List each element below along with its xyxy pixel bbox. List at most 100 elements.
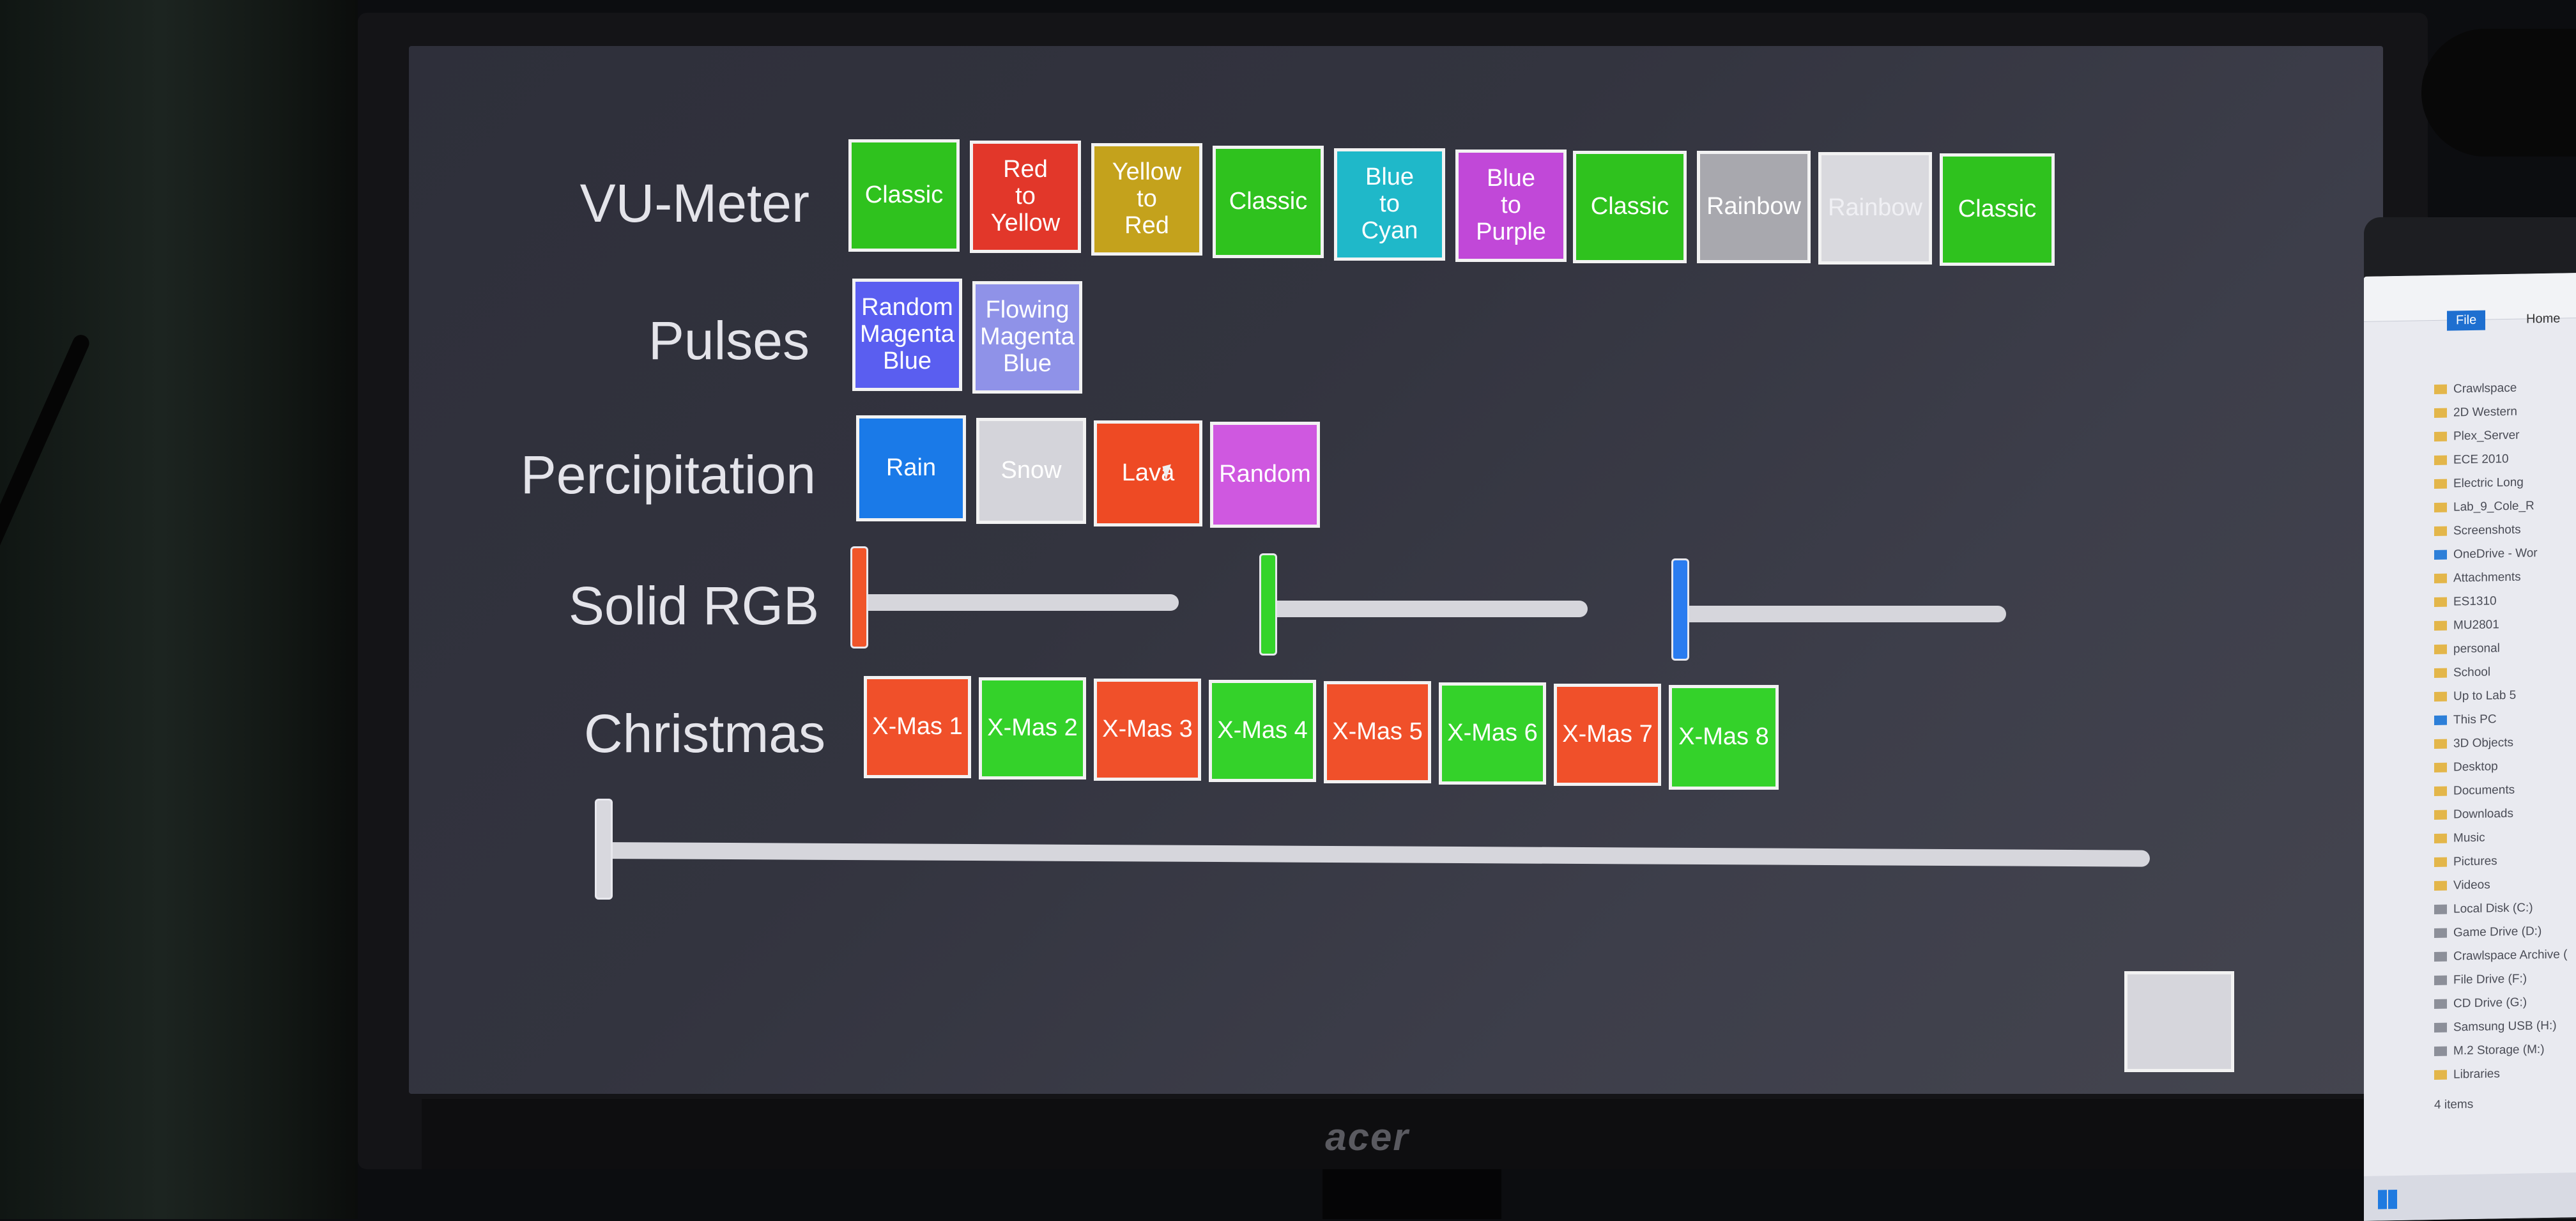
explorer-tab-home[interactable]: Home — [2526, 311, 2561, 326]
explorer-nav-item[interactable]: Game Drive (D:) — [2434, 919, 2576, 945]
blue-slider-track[interactable] — [1680, 606, 2006, 622]
explorer-nav-label: Attachments — [2453, 570, 2521, 585]
percip-tile-random[interactable]: Random — [1210, 422, 1320, 528]
folder-icon — [2434, 455, 2447, 465]
explorer-nav-item[interactable]: Up to Lab 5 — [2434, 682, 2576, 709]
computer-icon — [2434, 715, 2447, 725]
vu-tile-blue-to-cyan[interactable]: Blue to Cyan — [1334, 148, 1445, 261]
explorer-nav-item[interactable]: Downloads — [2434, 801, 2576, 827]
explorer-nav-item[interactable]: personal — [2434, 635, 2576, 661]
explorer-nav-item[interactable]: Lab_9_Cole_R — [2434, 493, 2576, 519]
explorer-nav-item[interactable]: Pictures — [2434, 848, 2576, 874]
explorer-nav-item[interactable]: Local Disk (C:) — [2434, 895, 2576, 921]
vu-tile-classic-2[interactable]: Classic — [1213, 146, 1324, 258]
download-icon — [2434, 810, 2447, 820]
explorer-nav-item[interactable]: OneDrive - Wor — [2434, 541, 2576, 567]
folder-icon — [2434, 1070, 2447, 1080]
explorer-nav-label: Downloads — [2453, 806, 2513, 822]
explorer-nav-item[interactable]: Plex_Server — [2434, 422, 2576, 449]
green-slider-track[interactable] — [1268, 601, 1588, 617]
vu-tile-yellow-to-red[interactable]: Yellow to Red — [1091, 143, 1202, 256]
explorer-status-count: 4 items — [2434, 1097, 2474, 1112]
explorer-nav-label: Samsung USB (H:) — [2453, 1018, 2557, 1034]
tile-label: Rainbow — [1828, 194, 1922, 222]
explorer-nav-item[interactable]: Documents — [2434, 777, 2576, 803]
vu-tile-classic-4[interactable]: Classic — [1940, 153, 2055, 266]
explorer-nav-label: Plex_Server — [2453, 428, 2520, 443]
explorer-nav-item[interactable]: Music — [2434, 824, 2576, 850]
tile-label: Classic — [1590, 193, 1669, 220]
explorer-nav-item[interactable]: File Drive (F:) — [2434, 966, 2576, 992]
explorer-nav-item[interactable]: Samsung USB (H:) — [2434, 1013, 2576, 1040]
explorer-nav-item[interactable]: Crawlspace — [2434, 375, 2576, 401]
vu-tile-rainbow-1[interactable]: Rainbow — [1697, 151, 1811, 263]
tile-label: Rainbow — [1706, 193, 1801, 220]
tile-label: X-Mas 3 — [1102, 716, 1193, 743]
pulses-tile-flowing-magenta-blue[interactable]: Flowing Magenta Blue — [972, 281, 1082, 394]
percip-tile-snow[interactable]: Snow — [976, 418, 1086, 524]
explorer-nav-item[interactable]: 3D Objects — [2434, 730, 2576, 756]
label-vu-meter: VU-Meter — [579, 173, 809, 233]
explorer-nav-item[interactable]: This PC — [2434, 706, 2576, 732]
explorer-nav-item[interactable]: Crawlspace Archive ( — [2434, 942, 2576, 969]
pulses-tile-random-magenta-blue[interactable]: Random Magenta Blue — [852, 279, 962, 391]
percip-tile-rain[interactable]: Rain — [856, 415, 966, 521]
cloud-icon — [2434, 549, 2447, 560]
green-slider-knob[interactable] — [1259, 553, 1277, 656]
background-glass — [0, 0, 358, 1219]
explorer-nav-label: Libraries — [2453, 1067, 2500, 1082]
explorer-tab-file[interactable]: File — [2447, 310, 2486, 331]
explorer-nav-item[interactable]: Desktop — [2434, 753, 2576, 779]
square-button[interactable] — [2124, 971, 2234, 1072]
windows-start-icon[interactable] — [2378, 1189, 2397, 1209]
explorer-nav-item[interactable]: Electric Long — [2434, 470, 2576, 496]
red-slider-track[interactable] — [859, 594, 1179, 611]
explorer-nav-item[interactable]: MU2801 — [2434, 611, 2576, 638]
xmas-tile-7[interactable]: X-Mas 7 — [1554, 684, 1661, 786]
monitor-stand — [1322, 1169, 1501, 1219]
xmas-tile-5[interactable]: X-Mas 5 — [1324, 681, 1431, 783]
vu-tile-blue-to-purple[interactable]: Blue to Purple — [1455, 150, 1567, 262]
xmas-tile-4[interactable]: X-Mas 4 — [1209, 680, 1316, 782]
xmas-tile-1[interactable]: X-Mas 1 — [864, 676, 971, 778]
vu-tile-classic-3[interactable]: Classic — [1573, 151, 1687, 263]
explorer-nav-item[interactable]: 2D Western — [2434, 399, 2576, 425]
explorer-nav-item[interactable]: Libraries — [2434, 1061, 2576, 1087]
folder-icon — [2434, 786, 2447, 796]
webcam — [2421, 29, 2576, 157]
explorer-nav-item[interactable]: CD Drive (G:) — [2434, 990, 2576, 1016]
explorer-nav-item[interactable]: ES1310 — [2434, 588, 2576, 614]
explorer-nav-label: OneDrive - Wor — [2453, 546, 2538, 562]
xmas-tile-8[interactable]: X-Mas 8 — [1669, 685, 1779, 790]
explorer-nav-label: Local Disk (C:) — [2453, 901, 2533, 916]
explorer-nav-label: Desktop — [2453, 760, 2498, 774]
vu-tile-classic-1[interactable]: Classic — [848, 139, 960, 252]
explorer-nav-item[interactable]: M.2 Storage (M:) — [2434, 1037, 2576, 1063]
vu-tile-rainbow-2[interactable]: Rainbow — [1818, 152, 1932, 265]
xmas-tile-6[interactable]: X-Mas 6 — [1439, 682, 1546, 785]
drive-icon — [2434, 1022, 2447, 1033]
vu-tile-red-to-yellow[interactable]: Red to Yellow — [970, 141, 1081, 253]
explorer-nav-label: CD Drive (G:) — [2453, 995, 2527, 1011]
explorer-nav-label: File Drive (F:) — [2453, 972, 2527, 987]
explorer-nav-label: 3D Objects — [2453, 735, 2513, 751]
explorer-nav-label: ECE 2010 — [2453, 452, 2509, 467]
explorer-nav-label: Crawlspace — [2453, 381, 2517, 396]
explorer-nav-label: Crawlspace Archive ( — [2453, 948, 2568, 964]
explorer-nav-item[interactable]: Videos — [2434, 872, 2576, 898]
brightness-slider-knob[interactable] — [595, 799, 613, 900]
explorer-nav-item[interactable]: Attachments — [2434, 564, 2576, 590]
red-slider-knob[interactable] — [850, 546, 868, 649]
percip-tile-lava[interactable]: Lava — [1094, 420, 1202, 526]
explorer-nav-item[interactable]: ECE 2010 — [2434, 446, 2576, 472]
xmas-tile-2[interactable]: X-Mas 2 — [979, 677, 1086, 779]
blue-slider-knob[interactable] — [1671, 558, 1689, 661]
laptop-screen: File Home Crawlspace 2D Western Plex_Serve… — [2364, 273, 2576, 1221]
explorer-nav-item[interactable]: School — [2434, 659, 2576, 685]
explorer-nav-item[interactable]: Screenshots — [2434, 517, 2576, 543]
explorer-nav-label: 2D Western — [2453, 404, 2517, 420]
tile-label: Flowing Magenta Blue — [980, 296, 1075, 377]
explorer-nav-list: Crawlspace 2D Western Plex_Server ECE 2010 E… — [2434, 375, 2576, 1117]
folder-icon — [2434, 408, 2447, 418]
xmas-tile-3[interactable]: X-Mas 3 — [1094, 679, 1201, 781]
